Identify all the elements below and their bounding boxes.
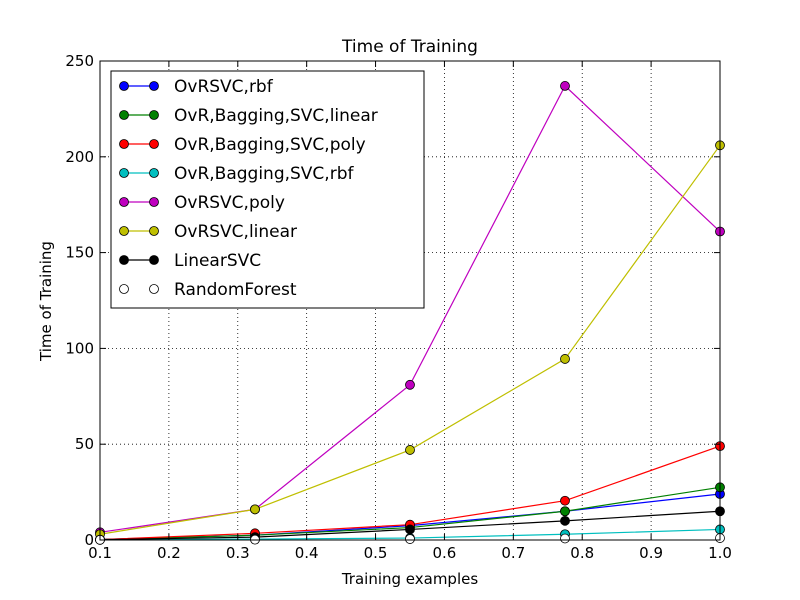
legend-item-0: OvRSVC,rbf: [119, 77, 274, 97]
x-tick-label: 0.9: [639, 544, 663, 562]
y-tick-label: 250: [65, 52, 94, 70]
legend-marker: [149, 255, 159, 265]
legend-item-6: LinearSVC: [119, 251, 261, 271]
legend-item-2: OvR,Bagging,SVC,poly: [119, 135, 366, 155]
legend-item-4: OvRSVC,poly: [119, 193, 285, 213]
data-point: [560, 495, 570, 506]
legend-label: OvR,Bagging,SVC,poly: [174, 135, 366, 155]
x-tick-label: 0.4: [295, 544, 319, 562]
y-tick-label: 0: [84, 531, 94, 549]
series-layer: [95, 81, 725, 545]
legend-marker: [149, 139, 159, 149]
x-tick-label: 0.1: [88, 544, 112, 562]
legend-marker: [149, 168, 159, 178]
legend-label: OvRSVC,linear: [174, 222, 297, 242]
x-tick-label: 0.6: [433, 544, 457, 562]
data-point: [560, 354, 570, 364]
y-tick-label: 50: [75, 435, 94, 453]
data-point: [405, 445, 415, 455]
plot-frame: [99, 60, 721, 541]
legend-item-1: OvR,Bagging,SVC,linear: [119, 106, 378, 126]
x-tick-label: 0.2: [157, 544, 181, 562]
data-point: [560, 515, 570, 526]
legend-marker: [119, 110, 129, 120]
legend-box: [110, 70, 425, 309]
legend-label: OvR,Bagging,SVC,linear: [174, 106, 378, 126]
legend-label: LinearSVC: [174, 251, 261, 271]
legend-marker: [149, 197, 159, 207]
data-point: [405, 534, 415, 544]
data-point: [560, 533, 570, 544]
x-tick-label: 0.5: [364, 544, 388, 562]
legend-marker: [119, 284, 129, 294]
x-tick-label: 0.7: [501, 544, 525, 562]
data-point: [405, 524, 415, 535]
x-tick-label: 0.8: [570, 544, 594, 562]
y-tick-label: 150: [65, 244, 94, 262]
y-tick-label: 100: [65, 339, 94, 357]
legend-marker: [149, 284, 159, 294]
x-tick-label: 1.0: [708, 544, 732, 562]
legend: OvRSVC,rbf OvR,Bagging,SVC,linear OvR,Bagg…: [110, 70, 425, 309]
legend-marker: [149, 226, 159, 236]
data-point: [560, 506, 570, 517]
data-point: [250, 504, 260, 515]
legend-label: OvRSVC,poly: [174, 193, 285, 213]
legend-label: RandomForest: [174, 280, 297, 300]
legend-marker: [119, 168, 129, 178]
legend-label: OvR,Bagging,SVC,rbf: [174, 164, 354, 184]
legend-marker: [119, 197, 129, 207]
data-point: [560, 81, 570, 91]
legend-marker: [119, 81, 129, 91]
legend-label: OvRSVC,rbf: [174, 77, 274, 97]
x-axis-label: Training examples: [341, 570, 479, 588]
y-tick-label: 200: [65, 148, 94, 166]
chart-title: Time of Training: [341, 37, 478, 57]
data-point: [405, 379, 415, 390]
y-axis-label: Time of Training: [37, 241, 55, 362]
legend-item-3: OvR,Bagging,SVC,rbf: [119, 164, 354, 184]
legend-marker: [119, 255, 129, 265]
legend-marker: [149, 110, 159, 120]
legend-marker: [119, 226, 129, 236]
legend-item-5: OvRSVC,linear: [119, 222, 297, 242]
legend-item-7: RandomForest: [119, 280, 297, 300]
legend-marker: [149, 81, 159, 91]
x-tick-label: 0.3: [226, 544, 250, 562]
legend-marker: [119, 139, 129, 149]
ticks: 0.1 0.2 0.3 0.4 0.5 0.6 0.7 0.8 0.9 1.0 0 50 100 150 2…: [65, 52, 732, 562]
